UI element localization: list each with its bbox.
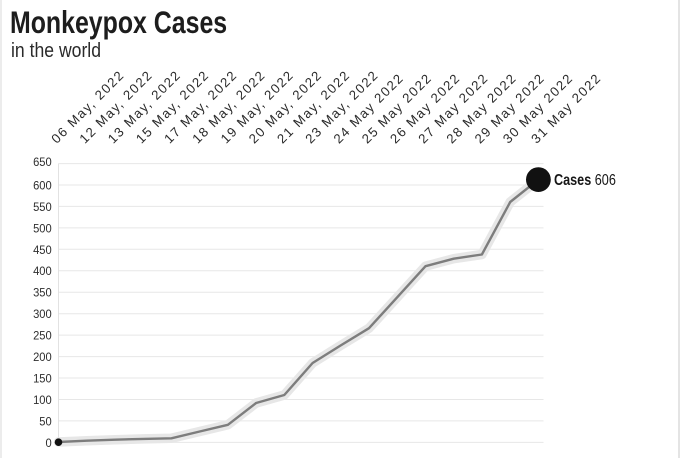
svg-text:100: 100 — [33, 393, 52, 407]
svg-text:400: 400 — [33, 265, 52, 279]
svg-text:0: 0 — [45, 436, 52, 450]
svg-text:500: 500 — [33, 222, 52, 236]
svg-text:300: 300 — [33, 308, 52, 322]
svg-text:250: 250 — [33, 329, 52, 343]
svg-text:600: 600 — [33, 179, 52, 193]
svg-text:200: 200 — [33, 350, 52, 364]
svg-text:50: 50 — [39, 415, 52, 429]
svg-text:450: 450 — [33, 243, 52, 257]
svg-text:650: 650 — [33, 155, 52, 169]
svg-text:550: 550 — [33, 200, 52, 214]
svg-text:150: 150 — [33, 372, 52, 386]
svg-text:350: 350 — [33, 286, 52, 300]
